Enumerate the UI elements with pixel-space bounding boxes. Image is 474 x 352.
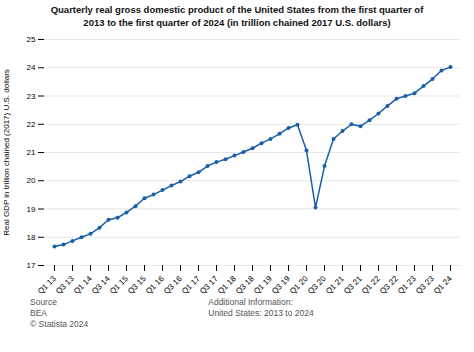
svg-text:Q3 23: Q3 23: [414, 274, 436, 296]
svg-text:Q1 13: Q1 13: [36, 274, 58, 296]
svg-text:Q3 16: Q3 16: [162, 274, 184, 296]
svg-text:Q3 19: Q3 19: [270, 274, 292, 296]
svg-text:Q1 14: Q1 14: [72, 274, 94, 296]
html-text:Additional Information: United: Additional Information: United States: 2…: [208, 297, 314, 318]
svg-text:Q3 14: Q3 14: [90, 274, 112, 296]
svg-text:22: 22: [27, 120, 36, 129]
svg-text:Q3 20: Q3 20: [306, 274, 328, 296]
svg-text:Q1 19: Q1 19: [252, 274, 274, 296]
svg-text:24: 24: [27, 63, 36, 72]
svg-text:Q1 23: Q1 23: [396, 274, 418, 296]
svg-text:Q1 24: Q1 24: [432, 274, 454, 296]
html-text:Source BEA © Statista 2024: Source BEA © Statista 2024: [30, 297, 89, 329]
svg-text:18: 18: [27, 233, 36, 242]
svg-text:Q1 20: Q1 20: [288, 274, 310, 296]
svg-text:Q3 17: Q3 17: [198, 274, 220, 296]
svg-text:Q1 22: Q1 22: [360, 274, 382, 296]
svg-text:17: 17: [27, 261, 36, 270]
svg-text:19: 19: [27, 205, 36, 214]
svg-text:Q3 22: Q3 22: [378, 274, 400, 296]
svg-text:20: 20: [27, 176, 36, 185]
svg-text:25: 25: [27, 35, 36, 44]
svg-text:Q1 15: Q1 15: [108, 274, 130, 296]
svg-text:Q3 15: Q3 15: [126, 274, 148, 296]
svg-text:21: 21: [27, 148, 36, 157]
svg-text:23: 23: [27, 92, 36, 101]
svg-text:Q3 13: Q3 13: [54, 274, 76, 296]
svg-text:Q3 21: Q3 21: [342, 274, 364, 296]
html-text:Quarterly real gross domestic: Quarterly real gross domestic product of…: [50, 4, 424, 15]
svg-text:Q1 18: Q1 18: [216, 274, 238, 296]
svg-text:Q1 16: Q1 16: [144, 274, 166, 296]
html-text:2013 to the first quarter of 2: 2013 to the first quarter of 2024 (in tr…: [83, 17, 391, 28]
svg-text:Q3 18: Q3 18: [234, 274, 256, 296]
svg-text:Q1 17: Q1 17: [180, 274, 202, 296]
svg-text:Real GDP in trillion chained (: Real GDP in trillion chained (2017) U.S.…: [2, 69, 11, 236]
svg-text:Q1 21: Q1 21: [324, 274, 346, 296]
